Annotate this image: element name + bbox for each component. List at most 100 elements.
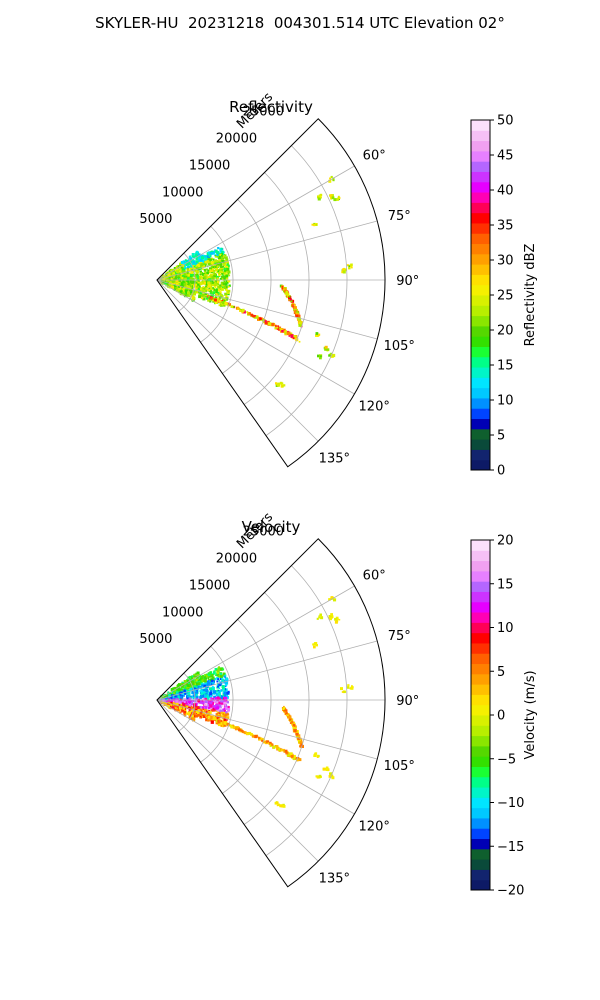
echo-pixel	[216, 694, 219, 698]
echo-pixel	[238, 728, 241, 732]
echo-pixel	[332, 353, 336, 358]
echo-pixel	[210, 265, 213, 268]
echo-pixel	[187, 281, 190, 283]
panel-title: Velocity	[242, 518, 301, 536]
echo-pixel	[205, 689, 209, 692]
echo-pixel	[289, 722, 292, 724]
echo-pixel	[272, 745, 276, 749]
echo-pixel	[224, 710, 226, 712]
echo-pixel	[188, 706, 190, 709]
colorbar-segment	[471, 601, 490, 613]
colorbar-tick-label: 15	[497, 359, 514, 374]
panel-title: Reflectivity	[229, 98, 313, 116]
azimuth-spoke	[156, 640, 378, 701]
echo-pixel	[201, 679, 204, 682]
echo-pixel	[213, 270, 216, 273]
echo-pixel	[176, 696, 179, 699]
echo-pixel	[290, 720, 294, 724]
echo-pixel	[262, 740, 266, 744]
echo-pixel	[191, 710, 193, 712]
echo-pixel	[186, 697, 189, 701]
echo-pixel	[210, 679, 214, 683]
range-ring	[200, 225, 234, 343]
echo-pixel	[217, 288, 221, 292]
echo-pixel	[224, 688, 227, 691]
colorbar-segment	[471, 212, 490, 224]
range-ring	[222, 199, 272, 374]
echo-pixel	[175, 289, 179, 293]
echo-pixel	[328, 598, 331, 601]
echo-pixel	[183, 282, 187, 286]
echo-pixel	[283, 384, 286, 387]
echo-pixel	[179, 268, 182, 271]
echo-pixel	[166, 694, 169, 697]
colorbar-segment	[471, 181, 490, 193]
echo-pixel	[284, 292, 286, 294]
echo-pixel	[212, 266, 215, 268]
echo-pixel	[253, 316, 256, 319]
echo-pixel	[213, 276, 217, 279]
echo-pixel	[161, 280, 165, 284]
echo-pixel	[299, 323, 302, 326]
echo-pixel	[283, 288, 287, 292]
echo-pixel	[190, 688, 193, 690]
echo-pixel	[324, 345, 328, 349]
echo-pixel	[226, 712, 229, 716]
echo-pixel	[241, 308, 245, 312]
echo-pixel	[195, 682, 198, 685]
echo-pixel	[259, 317, 262, 321]
echo-pixel	[187, 676, 191, 680]
echo-pixel	[208, 715, 212, 719]
colorbar-segment	[471, 622, 490, 634]
echo-pixel	[266, 740, 270, 744]
echo-pixel	[214, 285, 217, 288]
echo-pixel	[184, 289, 188, 293]
echo-pixel	[240, 729, 243, 732]
colorbar-segment	[471, 356, 490, 368]
range-ring	[265, 565, 348, 856]
echo-pixel	[221, 260, 225, 264]
echo-pixel	[182, 707, 186, 710]
colorbar-segment	[471, 776, 490, 788]
echo-pixel	[183, 701, 186, 703]
echo-pixel	[186, 686, 188, 689]
echo-pixel	[322, 767, 326, 771]
echo-pixel	[312, 643, 315, 646]
echo-pixel	[198, 700, 202, 704]
azimuth-spoke	[156, 699, 319, 862]
echo-pixel	[292, 724, 296, 727]
echo-pixel	[179, 695, 183, 699]
echo-pixel	[194, 699, 198, 703]
echo-pixel	[297, 314, 301, 318]
echo-pixel	[336, 198, 339, 201]
echo-pixel	[199, 710, 203, 714]
echo-pixel	[216, 717, 219, 720]
echo-pixel	[324, 348, 327, 351]
echo-pixel	[191, 278, 195, 281]
echo-pixel	[194, 266, 198, 270]
echo-pixel	[212, 287, 214, 289]
echo-pixel	[204, 714, 206, 716]
echo-pixel	[291, 755, 294, 758]
echo-pixel	[202, 260, 206, 264]
echo-pixel	[299, 321, 302, 324]
echo-pixel	[219, 672, 223, 676]
echo-pixel	[197, 281, 200, 284]
colorbar-tick-label: 0	[497, 709, 505, 724]
echo-pixel	[173, 267, 176, 269]
colorbar-segment	[471, 140, 490, 152]
echo-pixel	[314, 752, 318, 755]
echo-pixel	[192, 296, 196, 300]
echo-pixel	[315, 775, 318, 778]
echo-pixel	[174, 704, 178, 708]
echo-pixel	[317, 354, 320, 357]
echo-pixel	[348, 265, 351, 267]
echo-pixel	[217, 723, 221, 727]
echo-pixel	[214, 301, 218, 304]
echo-pixel	[203, 690, 207, 694]
echo-pixel	[187, 274, 190, 277]
echo-pixel	[284, 290, 287, 293]
echo-pixel	[199, 276, 202, 279]
echo-pixel	[224, 285, 228, 289]
azimuth-spoke	[156, 585, 355, 701]
